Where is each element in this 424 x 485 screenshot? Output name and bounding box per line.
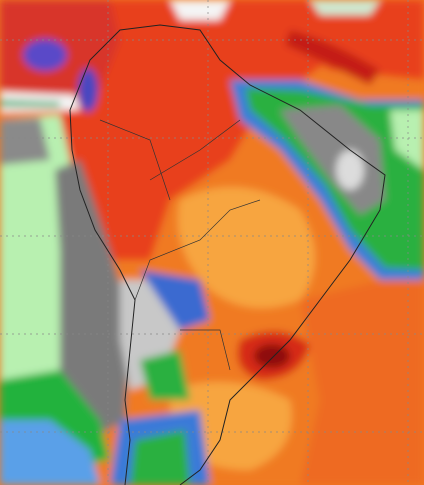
pacific-grey-north xyxy=(0,118,50,165)
dark-red-streak xyxy=(285,30,380,85)
andes-blue-south xyxy=(140,270,210,330)
andes-blue xyxy=(78,68,98,112)
pacific-blue xyxy=(0,420,100,485)
interior-light xyxy=(178,187,315,308)
atlantic-grey xyxy=(280,105,385,215)
coastline xyxy=(69,24,386,485)
patagonia-green xyxy=(130,430,190,485)
atlantic-light-green xyxy=(390,110,424,170)
south-atlantic-warm xyxy=(300,270,424,485)
andes-green xyxy=(140,350,190,400)
pacific-grey xyxy=(55,160,130,440)
southeast-core xyxy=(254,344,290,368)
caribbean-pale xyxy=(310,0,380,15)
green-strip xyxy=(0,100,60,107)
atlantic-light-grey xyxy=(336,150,364,190)
warm-core xyxy=(60,0,330,260)
northwest-blue xyxy=(23,39,67,71)
borders xyxy=(99,119,261,371)
caribbean-white xyxy=(170,0,230,20)
pacific-light-green xyxy=(0,115,70,400)
